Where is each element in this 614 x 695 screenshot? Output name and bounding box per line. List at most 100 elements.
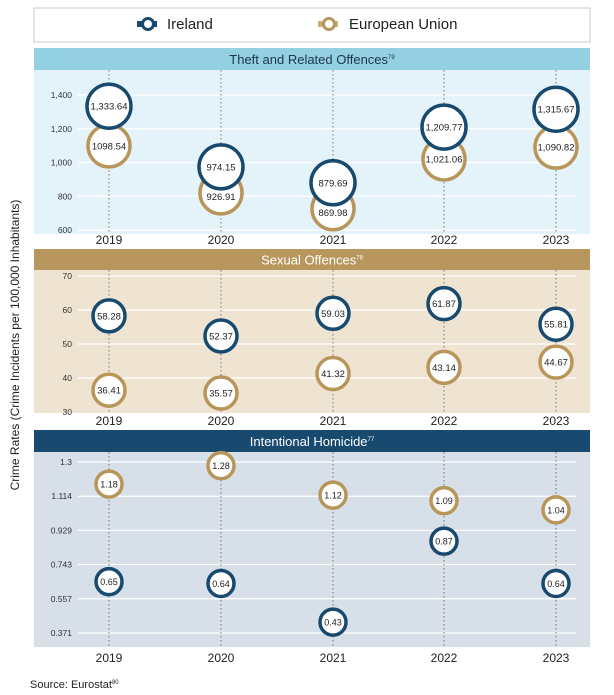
panel-header <box>34 249 590 270</box>
x-tick-label: 2020 <box>208 233 235 247</box>
y-tick-label: 50 <box>63 339 73 349</box>
data-label: 1.18 <box>100 480 118 490</box>
data-label: 55.81 <box>544 320 568 331</box>
ireland-point <box>318 607 348 637</box>
data-label: 1,021.06 <box>426 154 463 165</box>
eu-point <box>206 450 236 481</box>
eu-point <box>315 355 351 392</box>
legend-ireland-label: Ireland <box>167 16 213 33</box>
panel-header <box>34 430 590 452</box>
y-tick-label: 1,000 <box>51 158 73 168</box>
y-tick-label: 0.743 <box>51 560 73 570</box>
eu-point <box>429 485 459 516</box>
ireland-point <box>426 285 462 322</box>
x-tick-label: 2021 <box>320 233 347 247</box>
ireland-point <box>91 298 127 334</box>
data-label: 0.64 <box>212 579 230 589</box>
ireland-point <box>420 103 468 151</box>
data-label: 0.43 <box>324 618 342 628</box>
data-label: 974.15 <box>206 162 235 173</box>
ireland-point <box>315 295 351 332</box>
y-tick-label: 0.557 <box>51 594 73 604</box>
data-label: 0.64 <box>547 579 565 589</box>
data-label: 1,315.67 <box>538 105 575 116</box>
source-note: Source: Eurostat80 <box>30 679 119 691</box>
y-tick-label: 0.371 <box>51 628 73 638</box>
y-tick-label: 1,400 <box>51 90 73 100</box>
data-label: 1.12 <box>324 491 342 501</box>
data-label: 869.98 <box>318 208 347 219</box>
data-label: 1,209.77 <box>426 123 463 134</box>
x-tick-label: 2019 <box>96 414 123 428</box>
x-tick-label: 2022 <box>431 233 458 247</box>
x-tick-label: 2023 <box>543 414 570 428</box>
ireland-point <box>85 82 133 130</box>
eu-point <box>94 469 124 499</box>
data-label: 1.28 <box>212 461 230 471</box>
ireland-point <box>309 159 357 207</box>
data-label: 59.03 <box>321 309 345 320</box>
eu-point <box>541 495 571 525</box>
y-tick-label: 1.114 <box>51 491 72 501</box>
data-label: 1.04 <box>547 505 565 515</box>
x-tick-label: 2021 <box>320 651 347 665</box>
x-tick-label: 2023 <box>543 233 570 247</box>
data-label: 52.37 <box>209 331 233 342</box>
y-tick-label: 1,200 <box>51 124 73 134</box>
plot-background <box>34 452 590 647</box>
y-axis-label: Crime Rates (Crime Incidents per 100,000… <box>8 200 22 491</box>
ireland-point <box>203 318 239 354</box>
y-tick-label: 40 <box>63 373 73 383</box>
legend-eu-label: European Union <box>349 16 457 33</box>
eu-point <box>538 344 574 380</box>
y-tick-label: 30 <box>63 407 73 417</box>
data-label: 44.67 <box>544 358 568 369</box>
x-tick-label: 2021 <box>320 414 347 428</box>
x-tick-label: 2019 <box>96 233 123 247</box>
data-label: 1,333.64 <box>91 102 128 113</box>
data-label: 879.69 <box>318 178 347 189</box>
panel-title: Sexual Offences78 <box>261 253 363 268</box>
ireland-point <box>541 568 571 599</box>
eu-point <box>91 372 127 408</box>
ireland-point <box>94 566 124 597</box>
panel-3: Intentional Homicide77 0.371 0.557 0.743 0.9… <box>34 430 590 665</box>
panel-1: Theft and Related Offences79 600 800 1,000 1… <box>34 48 590 247</box>
x-tick-label: 2022 <box>431 651 458 665</box>
panel-title: Theft and Related Offences79 <box>229 52 395 67</box>
ireland-point <box>197 143 245 191</box>
eu-point <box>318 480 348 510</box>
panel-title: Intentional Homicide77 <box>250 434 375 449</box>
y-tick-label: 70 <box>63 271 73 281</box>
data-label: 43.14 <box>432 363 456 374</box>
legend-ireland-icon <box>137 17 157 31</box>
x-tick-label: 2023 <box>543 651 570 665</box>
data-label: 0.65 <box>100 577 118 587</box>
ireland-point <box>429 526 459 556</box>
data-label: 1098.54 <box>92 141 126 152</box>
y-tick-label: 1.3 <box>60 457 72 467</box>
panel-2: Sexual Offences78 30 40 50 60 70 2019 2020 2021 2… <box>34 249 590 428</box>
x-tick-label: 2022 <box>431 414 458 428</box>
legend: Ireland European Union <box>33 7 591 43</box>
data-label: 35.57 <box>209 389 233 400</box>
legend-eu-icon <box>318 17 338 31</box>
data-label: 1,090.82 <box>538 143 575 154</box>
eu-point <box>426 349 462 386</box>
legend-box <box>33 7 591 43</box>
data-label: 0.87 <box>435 537 453 547</box>
data-label: 1.09 <box>435 496 453 506</box>
y-tick-label: 0.929 <box>51 525 73 535</box>
data-label: 58.28 <box>97 311 121 322</box>
y-tick-label: 600 <box>58 225 72 235</box>
x-tick-label: 2020 <box>208 651 235 665</box>
ireland-point <box>206 568 236 599</box>
y-tick-label: 800 <box>58 191 72 201</box>
data-label: 41.32 <box>321 369 345 380</box>
ireland-point <box>532 85 580 133</box>
y-tick-label: 60 <box>63 305 73 315</box>
data-label: 61.87 <box>432 299 456 310</box>
ireland-point <box>538 306 574 342</box>
